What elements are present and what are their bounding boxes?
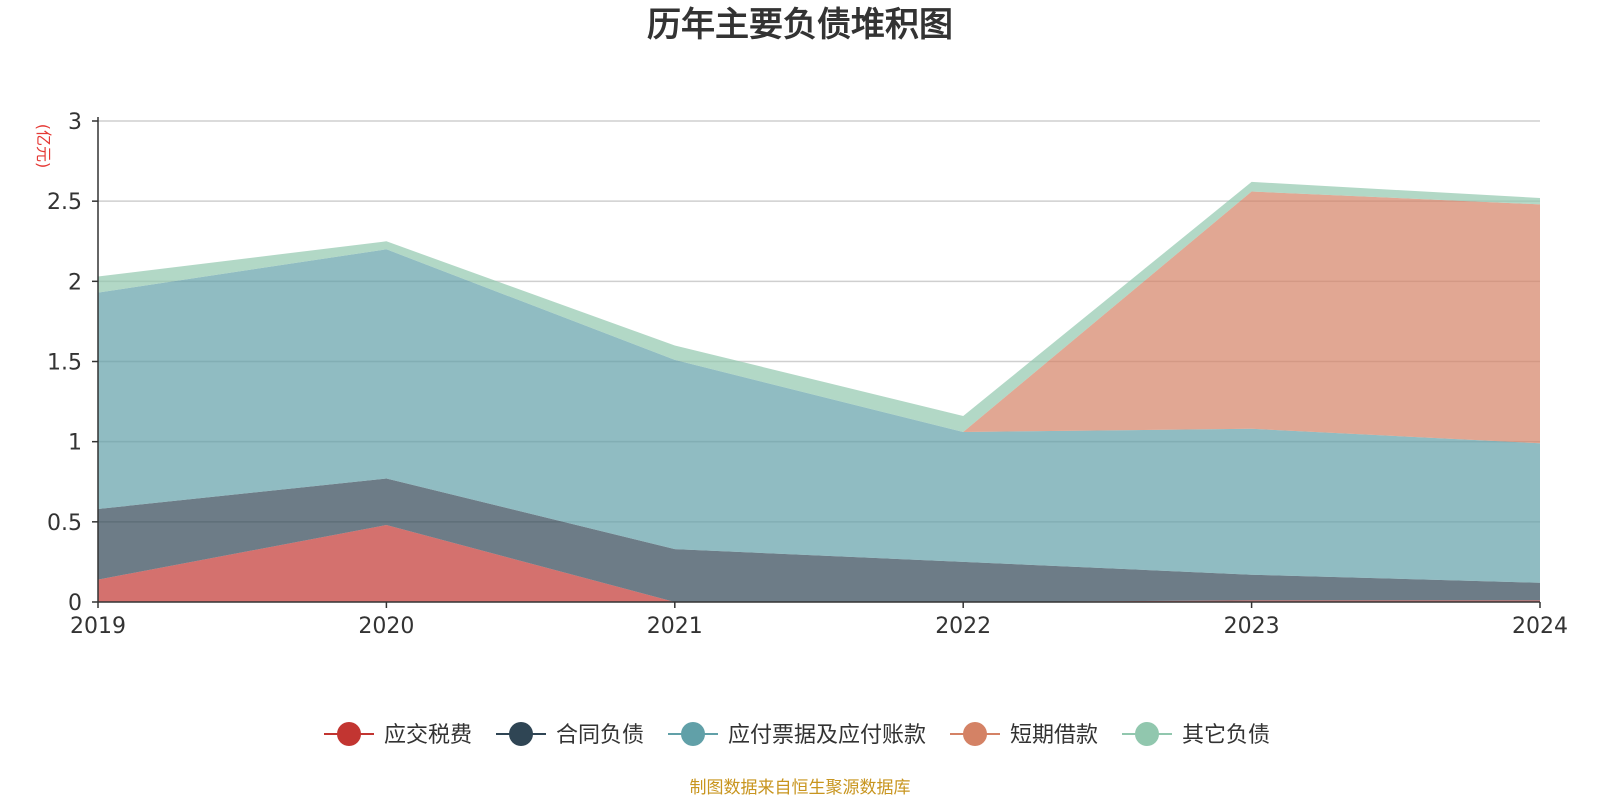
legend-item-2[interactable]: 应付票据及应付账款 [668, 722, 926, 748]
legend-label: 应付票据及应付账款 [728, 723, 926, 748]
area-series-2: 应付票据及应付账款 [98, 249, 1540, 583]
legend-marker-icon [963, 722, 987, 746]
legend-label: 合同负债 [556, 723, 644, 748]
y-tick-label: 1.5 [47, 351, 82, 376]
source-note: 制图数据来自恒生聚源数据库 [690, 778, 911, 798]
area-series-0: 应交税费 [98, 525, 1540, 602]
legend[interactable]: 应交税费 合同负债 应付票据及应付账款 短期借款 其它负债 [324, 722, 1270, 748]
area-series-4: 其它负债 [98, 181, 1540, 432]
legend-marker-icon [337, 722, 361, 746]
chart-title: 历年主要负债堆积图 [647, 5, 953, 45]
y-tick-label: 2.5 [47, 190, 82, 215]
area-series-3: 短期借款 [98, 191, 1540, 444]
x-tick-label: 2022 [935, 614, 991, 639]
x-tick-label: 2020 [358, 614, 414, 639]
legend-marker-icon [1135, 722, 1159, 746]
x-tick-label: 2021 [647, 614, 703, 639]
legend-label: 其它负债 [1182, 723, 1270, 748]
y-tick-label: 1 [68, 431, 82, 456]
legend-label: 应交税费 [384, 723, 472, 748]
area-series-1: 合同负债 [98, 478, 1540, 602]
x-tick-label: 2023 [1224, 614, 1280, 639]
y-axis-unit: (亿元) [34, 124, 53, 169]
x-tick-label: 2019 [70, 614, 126, 639]
legend-item-1[interactable]: 合同负债 [496, 722, 644, 748]
legend-marker-icon [509, 722, 533, 746]
y-tick-label: 0 [68, 591, 82, 616]
x-tick-label: 2024 [1512, 614, 1568, 639]
legend-item-3[interactable]: 短期借款 [950, 722, 1098, 748]
y-tick-label: 3 [68, 110, 82, 135]
legend-label: 短期借款 [1010, 723, 1098, 748]
y-tick-label: 2 [68, 270, 82, 295]
axes: 0 0.5 1 1.5 2 2.5 3 2019 2020 2021 2022 2023 2024 [47, 110, 1568, 639]
legend-item-0[interactable]: 应交税费 [324, 722, 472, 748]
y-tick-label: 0.5 [47, 511, 82, 536]
legend-item-4[interactable]: 其它负债 [1122, 722, 1270, 748]
legend-marker-icon [681, 722, 705, 746]
